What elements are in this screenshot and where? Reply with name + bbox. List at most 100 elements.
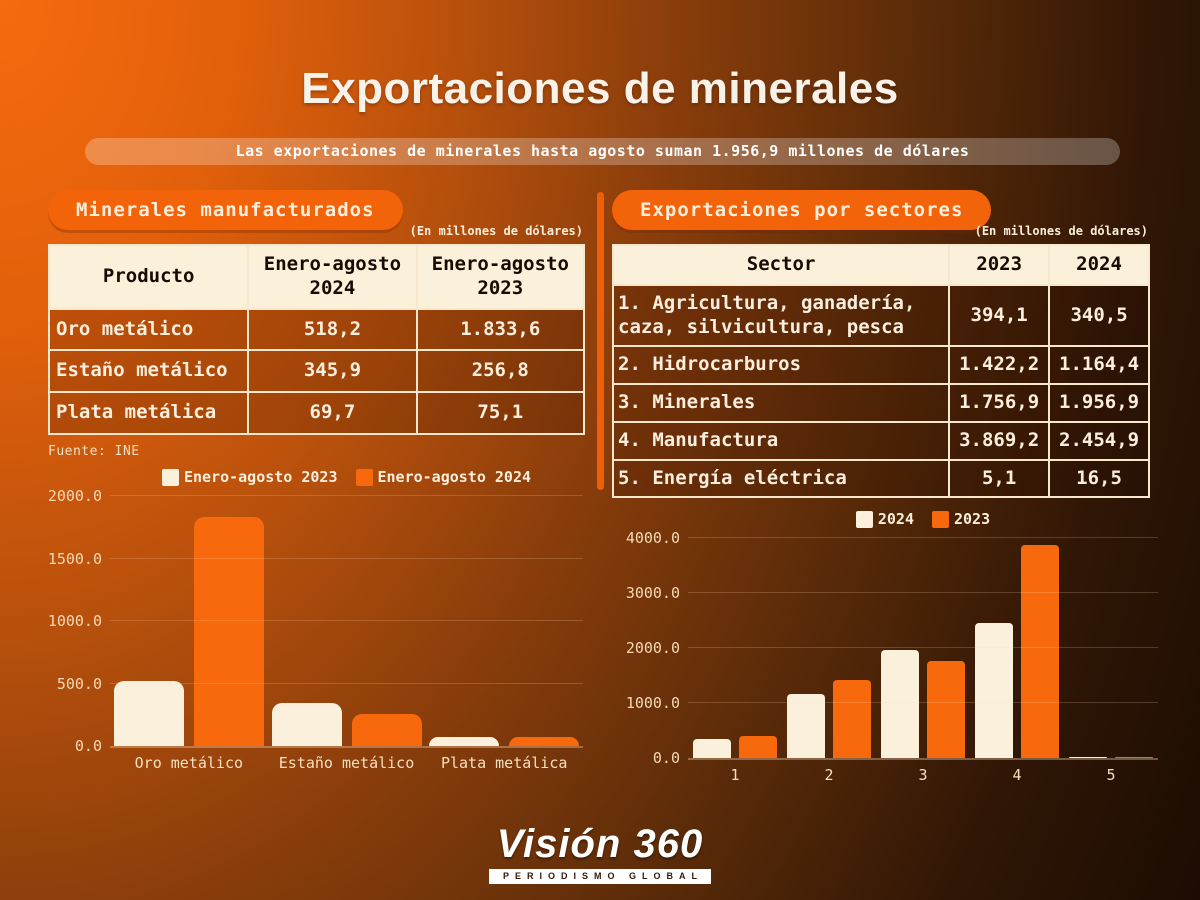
- chart-minerales: Enero-agosto 2023 Enero-agosto 2024 0.0 50…: [48, 466, 585, 778]
- chart-x-axis: Oro metálico Estaño metálico Plata metálic…: [110, 754, 583, 778]
- page-title: Exportaciones de minerales: [301, 64, 899, 113]
- bar-group: [876, 538, 970, 758]
- x-tick-label: 2: [824, 766, 834, 784]
- units-note-right: (En millones de dólares): [974, 224, 1148, 238]
- chart-plot-area: 0.0 500.0 1000.0 1500.0 2000.0: [48, 487, 583, 755]
- y-tick-label: 2000.0: [625, 639, 680, 657]
- gridline: [688, 592, 1158, 593]
- table-row: 2. Hidrocarburos 1.422,2 1.164,4: [611, 345, 1150, 385]
- x-tick-label: Oro metálico: [134, 754, 244, 772]
- y-tick-label: 0.0: [74, 737, 102, 755]
- y-tick-label: 1000.0: [47, 612, 102, 630]
- table-row: Oro metálico 518,2 1.833,6: [47, 307, 586, 352]
- table-row: Plata metálica 69,7 75,1: [47, 391, 586, 435]
- x-tick-label: 1: [730, 766, 740, 784]
- column-header: Enero-agosto 2023: [415, 244, 586, 310]
- row-label-cell: Plata metálica: [47, 391, 250, 435]
- row-label-cell: Oro metálico: [47, 307, 250, 352]
- column-header: Sector: [611, 244, 951, 286]
- x-tick-label: Plata metálica: [440, 754, 568, 772]
- bar: [787, 693, 825, 758]
- row-label-cell: Estaño metálico: [47, 349, 250, 393]
- bar: [693, 739, 731, 758]
- gridline: [110, 620, 583, 621]
- value-cell: 3.869,2: [948, 420, 1051, 461]
- gridline: [110, 682, 583, 684]
- chart-legend: Enero-agosto 2023 Enero-agosto 2024: [110, 466, 583, 488]
- value-cell: 75,1: [415, 391, 586, 435]
- y-tick-label: 1500.0: [47, 549, 102, 568]
- y-tick-label: 2000.0: [47, 487, 102, 505]
- column-header: 2024: [1048, 244, 1150, 286]
- x-tick-label: 4: [1012, 766, 1022, 784]
- section-divider: [597, 192, 604, 490]
- bar-group: [782, 538, 876, 758]
- column-header: Enero-agosto 2024: [247, 244, 418, 310]
- value-cell: 1.756,9: [948, 383, 1051, 423]
- table-row: Estaño metálico 345,9 256,8: [47, 349, 586, 393]
- legend-label: 2024: [877, 510, 914, 528]
- legend-item: 2023: [932, 510, 990, 528]
- row-label-cell: 2. Hidrocarburos: [611, 345, 951, 385]
- y-tick-label: 1000.0: [625, 694, 680, 712]
- row-label-cell: 5. Energía eléctrica: [611, 458, 951, 499]
- bar: [429, 737, 500, 746]
- gridline: [110, 495, 583, 496]
- legend-item: Enero-agosto 2024: [355, 468, 532, 486]
- y-tick-label: 4000.0: [625, 529, 680, 547]
- bar-group: [425, 496, 583, 746]
- legend-label: Enero-agosto 2024: [377, 468, 532, 486]
- x-tick-label: 3: [918, 766, 928, 784]
- table-sectores: Sector 2023 2024 1. Agricultura, ganadería,…: [611, 244, 1150, 499]
- value-cell: 345,9: [247, 349, 418, 393]
- value-cell: 69,7: [247, 391, 418, 435]
- panel-minerales-manufacturados: Minerales manufacturados (En millones de…: [47, 190, 586, 459]
- table-row: 4. Manufactura 3.869,2 2.454,9: [611, 420, 1150, 461]
- brand-logo: Visión 360: [496, 822, 704, 866]
- y-tick-label: 500.0: [56, 674, 102, 693]
- value-cell: 1.956,9: [1048, 383, 1150, 423]
- legend-label: 2023: [954, 510, 991, 528]
- legend-swatch: [855, 510, 873, 528]
- legend-item: 2024: [855, 510, 914, 528]
- bar-group: [268, 496, 426, 746]
- bar: [113, 681, 184, 746]
- section-pill-minerales: Minerales manufacturados: [48, 190, 403, 230]
- value-cell: 394,1: [948, 283, 1051, 348]
- value-cell: 1.833,6: [415, 307, 586, 352]
- legend-label: Enero-agosto 2023: [183, 468, 338, 486]
- bar-group: [1064, 538, 1158, 758]
- gridline: [688, 647, 1158, 648]
- x-tick-label: 5: [1106, 766, 1116, 784]
- value-cell: 5,1: [948, 458, 1051, 499]
- value-cell: 256,8: [415, 349, 586, 393]
- bar: [1069, 757, 1107, 758]
- column-header: 2023: [948, 244, 1051, 286]
- legend-item: Enero-agosto 2023: [161, 468, 338, 486]
- gridline: [110, 557, 583, 559]
- legend-swatch: [355, 468, 373, 486]
- section-pill-sectores: Exportaciones por sectores: [612, 190, 992, 230]
- brand-tagline: PERIODISMO GLOBAL: [488, 869, 711, 884]
- table-row: 1. Agricultura, ganadería, caza, silvicu…: [611, 283, 1150, 348]
- table-header-row: Sector 2023 2024: [611, 244, 1150, 286]
- y-tick-label: 0.0: [652, 749, 680, 767]
- row-label-cell: 4. Manufactura: [611, 420, 951, 461]
- y-tick-label: 3000.0: [625, 584, 680, 602]
- footer: Visión 360 PERIODISMO GLOBAL: [0, 824, 1200, 884]
- x-tick-label: Estaño metálico: [278, 754, 415, 772]
- column-header: Producto: [47, 244, 250, 310]
- bar: [881, 650, 919, 758]
- row-label-cell: 1. Agricultura, ganadería, caza, silvicu…: [611, 283, 951, 348]
- table-row: 3. Minerales 1.756,9 1.956,9: [611, 383, 1150, 423]
- bar: [833, 679, 871, 758]
- table-minerales: Producto Enero-agosto 2024 Enero-agosto 20…: [47, 244, 586, 435]
- chart-x-axis: 1 2 3 4 5: [688, 766, 1158, 790]
- chart-plot-area: 0.0 1000.0 2000.0 3000.0 4000.0: [626, 529, 1158, 767]
- source-note: Fuente: INE: [48, 443, 140, 459]
- value-cell: 340,5: [1048, 283, 1150, 348]
- bar: [271, 702, 342, 746]
- bar: [351, 713, 422, 746]
- bar-group: [970, 538, 1064, 758]
